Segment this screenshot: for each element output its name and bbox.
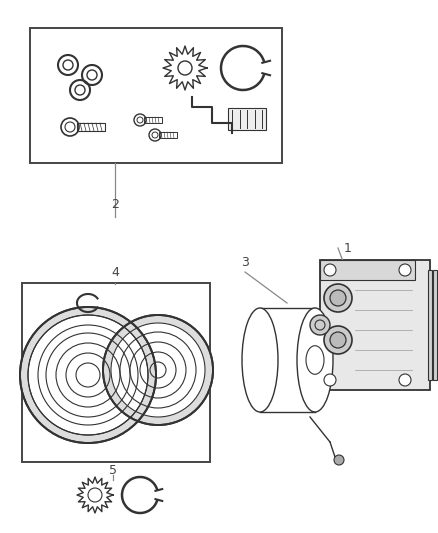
Circle shape <box>70 80 90 100</box>
Ellipse shape <box>306 346 324 374</box>
Bar <box>159 132 177 138</box>
Circle shape <box>324 264 336 276</box>
Circle shape <box>324 326 352 354</box>
Ellipse shape <box>297 308 333 412</box>
Circle shape <box>58 55 78 75</box>
Bar <box>428 270 432 380</box>
Circle shape <box>399 374 411 386</box>
Circle shape <box>82 65 102 85</box>
Bar <box>22 283 210 462</box>
Bar <box>433 270 437 380</box>
Bar <box>228 108 266 130</box>
Circle shape <box>310 315 330 335</box>
Circle shape <box>324 374 336 386</box>
Circle shape <box>330 290 346 306</box>
Bar <box>144 117 162 123</box>
Ellipse shape <box>242 308 278 412</box>
Text: 5: 5 <box>109 464 117 477</box>
Circle shape <box>324 284 352 312</box>
Bar <box>320 260 430 390</box>
Text: 1: 1 <box>344 241 352 254</box>
Text: 4: 4 <box>111 265 119 279</box>
Text: 2: 2 <box>111 198 119 212</box>
Circle shape <box>334 455 344 465</box>
Text: 3: 3 <box>241 255 249 269</box>
Circle shape <box>399 264 411 276</box>
Bar <box>320 260 415 280</box>
Bar <box>77 123 105 131</box>
Circle shape <box>330 332 346 348</box>
Bar <box>30 28 282 163</box>
